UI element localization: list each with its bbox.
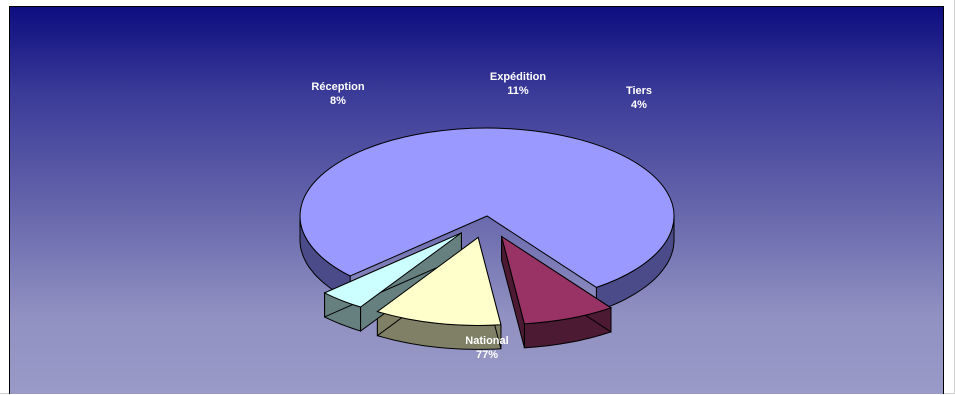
data-label-percent-expédition: 11%: [507, 85, 529, 97]
data-label-percent-tiers: 4%: [631, 99, 647, 111]
data-label-percent-national: 77%: [476, 349, 498, 361]
pie-slice-national: [299, 127, 675, 288]
data-label-name-expédition: Expédition: [490, 71, 547, 83]
pie-chart: National 77% Réception 8% Expédition 11% Tiers…: [299, 71, 675, 361]
pie-slice-réception: [500, 235, 613, 325]
slice-tops: [299, 127, 675, 326]
pie-slice-expédition: [376, 236, 502, 326]
data-label-percent-réception: 8%: [330, 95, 346, 107]
data-label-name-tiers: Tiers: [626, 85, 652, 97]
data-label-name-national: National: [465, 335, 508, 347]
data-labels: National 77% Réception 8% Expédition 11% Tiers…: [311, 71, 652, 361]
pie-slice-tiers: [323, 232, 462, 308]
data-label-name-réception: Réception: [311, 81, 364, 93]
chart-area: National 77% Réception 8% Expédition 11% Tiers…: [9, 6, 944, 394]
